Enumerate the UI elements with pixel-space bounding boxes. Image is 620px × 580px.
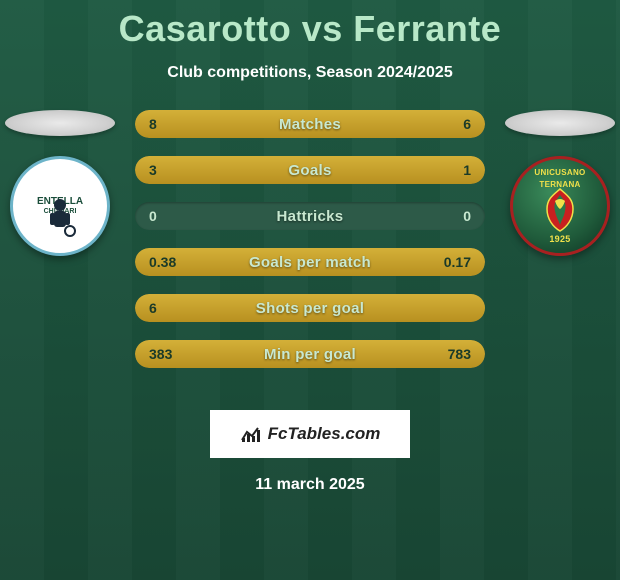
player-right-column: UNICUSANO TERNANA 1925 [500,110,620,256]
stat-value-left: 0.38 [135,248,190,276]
crest-right-label-top: UNICUSANO [534,169,585,178]
stat-value-right: 6 [449,110,485,138]
stat-value-left: 0 [135,202,171,230]
crest-right: UNICUSANO TERNANA 1925 [510,156,610,256]
stat-value-left: 3 [135,156,171,184]
stat-bar: Hattricks0 0 [135,202,485,230]
stat-bar-label: Shots per goal [135,294,485,322]
stat-value-right: 1 [449,156,485,184]
stat-bar-label: Goals [135,156,485,184]
stat-value-right: 783 [434,340,485,368]
page-title: Casarotto vs Ferrante [0,0,620,50]
crest-right-icon [535,187,585,237]
stat-bar: Goals per match0.380.17 [135,248,485,276]
crest-left-icon [40,195,80,239]
stat-bar-label: Hattricks [135,202,485,230]
stat-value-right: 0 [449,202,485,230]
stat-bar: Matches8 6 [135,110,485,138]
stat-value-left: 383 [135,340,186,368]
stat-value-left: 6 [135,294,171,322]
chart-icon [240,424,262,444]
comparison-date: 11 march 2025 [0,476,620,494]
stat-value-right: 0.17 [430,248,485,276]
player-left-column: ENTELLA CHIAVARI [0,110,120,256]
stat-bars: Matches86Goals31Hattricks00Goals per mat… [135,110,485,368]
stat-value-right [457,294,485,322]
stat-bar: Min per goal383 783 [135,340,485,368]
player-right-photo-placeholder [505,110,615,136]
comparison-panel: ENTELLA CHIAVARI UNICUSANO TERNANA 1925 [0,110,620,390]
stat-bar: Goals3 1 [135,156,485,184]
stat-bar: Shots per goal6 [135,294,485,322]
subtitle: Club competitions, Season 2024/2025 [0,64,620,82]
stat-bar-label: Matches [135,110,485,138]
crest-right-year: 1925 [549,235,570,245]
stat-bar-label: Min per goal [135,340,485,368]
watermark[interactable]: FcTables.com [210,410,410,458]
crest-left: ENTELLA CHIAVARI [10,156,110,256]
player-left-photo-placeholder [5,110,115,136]
stat-value-left: 8 [135,110,171,138]
watermark-text: FcTables.com [268,424,381,444]
